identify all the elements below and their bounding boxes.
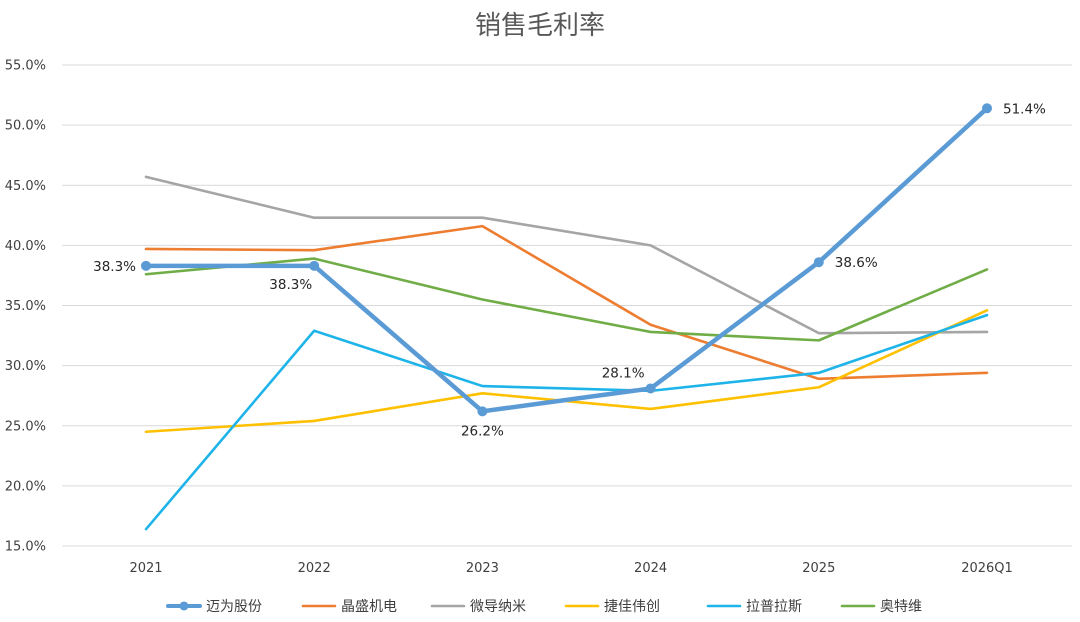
series-line <box>144 224 989 381</box>
y-tick-label: 20.0% <box>5 479 46 494</box>
y-tick-label: 25.0% <box>5 419 46 434</box>
series-lines <box>141 103 992 531</box>
legend-label: 微导纳米 <box>470 599 526 615</box>
x-tick-label: 2024 <box>634 561 667 576</box>
data-label: 26.2% <box>461 423 504 439</box>
data-point <box>982 103 992 114</box>
data-point <box>309 260 320 271</box>
y-tick-label: 40.0% <box>5 239 46 254</box>
series-line <box>144 175 989 335</box>
chart-title: 销售毛利率 <box>475 11 605 41</box>
data-point <box>477 406 488 417</box>
legend-label: 迈为股份 <box>206 599 262 615</box>
x-axis-ticks: 2021 2022 2023 2024 2025 2026Q1 <box>129 561 1012 576</box>
data-label: 38.3% <box>93 259 136 275</box>
series-line <box>144 313 989 531</box>
legend: 迈为股份 晶盛机电 微导纳米 捷佳伟创 拉普拉斯 奥特维 <box>166 598 922 615</box>
legend-item[interactable]: 晶盛机电 <box>301 599 397 615</box>
legend-item[interactable]: 迈为股份 <box>166 599 262 615</box>
legend-item[interactable]: 微导纳米 <box>430 599 526 615</box>
y-tick-label: 30.0% <box>5 359 46 374</box>
legend-marker <box>179 601 189 611</box>
legend-label: 晶盛机电 <box>341 599 397 615</box>
data-label: 38.6% <box>835 255 878 271</box>
y-tick-label: 50.0% <box>5 119 46 134</box>
gridlines <box>62 64 1072 547</box>
y-axis-ticks: 15.0% 20.0% 25.0% 30.0% 35.0% 40.0% 45.0% 50.0%… <box>5 59 46 555</box>
y-tick-label: 15.0% <box>5 540 46 555</box>
series-line <box>144 257 989 342</box>
data-point <box>813 257 824 268</box>
x-tick-label: 2023 <box>466 561 499 576</box>
legend-label: 奥特维 <box>880 598 922 615</box>
y-tick-label: 45.0% <box>5 179 46 194</box>
y-tick-label: 55.0% <box>5 59 46 74</box>
data-label: 38.3% <box>269 277 312 293</box>
series-line <box>144 309 989 434</box>
data-label: 28.1% <box>602 365 645 381</box>
legend-item[interactable]: 拉普拉斯 <box>706 599 802 615</box>
legend-item[interactable]: 奥特维 <box>840 598 922 615</box>
data-labels: 38.3% 38.3% 26.2% 28.1% 38.6% 51.4% <box>93 101 1046 439</box>
y-tick-label: 35.0% <box>5 299 46 314</box>
legend-label: 拉普拉斯 <box>746 599 802 615</box>
legend-item[interactable]: 捷佳伟创 <box>564 599 660 615</box>
x-tick-label: 2026Q1 <box>961 561 1013 576</box>
x-tick-label: 2021 <box>129 561 162 576</box>
series-line <box>143 106 990 414</box>
data-point <box>141 260 151 271</box>
x-tick-label: 2022 <box>298 561 331 576</box>
x-tick-label: 2025 <box>802 561 835 576</box>
legend-label: 捷佳伟创 <box>604 599 660 615</box>
data-point <box>645 383 656 394</box>
data-label: 51.4% <box>1003 101 1046 117</box>
